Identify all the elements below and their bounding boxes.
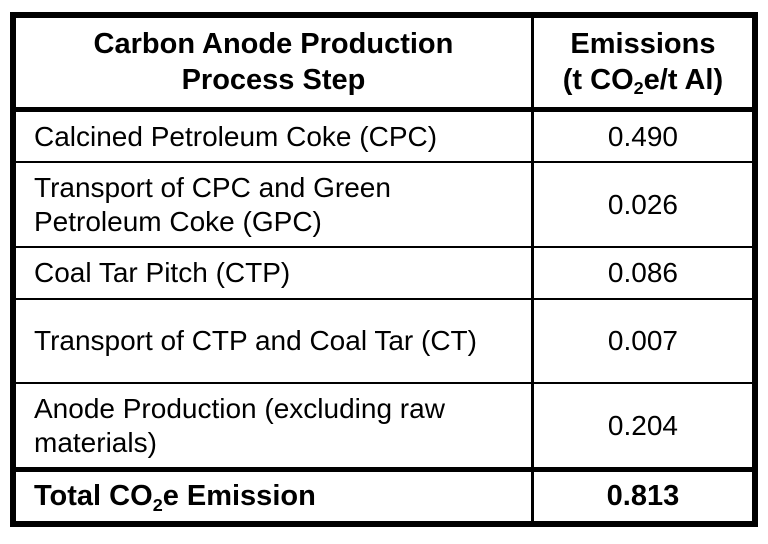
table-row: Coal Tar Pitch (CTP) 0.086 [11, 246, 756, 301]
table-row: Calcined Petroleum Coke (CPC) 0.490 [11, 107, 756, 164]
header-emissions-line2: (t CO2e/t Al) [562, 64, 724, 99]
value-cell-transport-cpc-gpc: 0.026 [530, 161, 756, 249]
step-cell-cpc: Calcined Petroleum Coke (CPC) [11, 107, 534, 164]
table-row: Anode Production (excluding raw material… [11, 382, 756, 471]
value-cell-cpc: 0.490 [530, 107, 756, 164]
total-label: Total CO2e Emission [11, 467, 534, 526]
header-process-step-line2: Process Step [181, 64, 366, 97]
step-cell-ctp: Coal Tar Pitch (CTP) [11, 246, 534, 301]
step-cell-transport-ctp-ct: Transport of CTP and Coal Tar (CT) [11, 298, 534, 385]
header-emissions-line1: Emissions [570, 28, 716, 60]
table-row: Transport of CPC and Green Petroleum Cok… [11, 161, 756, 249]
total-row: Total CO2e Emission 0.813 [11, 467, 756, 526]
table-row: Transport of CTP and Coal Tar (CT) 0.007 [11, 298, 756, 385]
header-emissions: Emissions (t CO2e/t Al) [530, 14, 756, 112]
step-cell-transport-cpc-gpc: Transport of CPC and Green Petroleum Cok… [11, 161, 534, 249]
co2-subscript: 2 [633, 78, 644, 99]
total-value: 0.813 [530, 467, 756, 526]
value-cell-transport-ctp-ct: 0.007 [530, 298, 756, 385]
value-cell-anode-production: 0.204 [530, 382, 756, 471]
header-process-step: Carbon Anode Production Process Step [11, 14, 534, 112]
header-row: Carbon Anode Production Process Step Emi… [11, 14, 756, 112]
value-cell-ctp: 0.086 [530, 246, 756, 301]
emissions-table: Carbon Anode Production Process Step Emi… [10, 12, 758, 528]
co2-subscript: 2 [152, 494, 163, 515]
header-process-step-line1: Carbon Anode Production [93, 28, 454, 60]
step-cell-anode-production: Anode Production (excluding raw material… [11, 382, 534, 471]
